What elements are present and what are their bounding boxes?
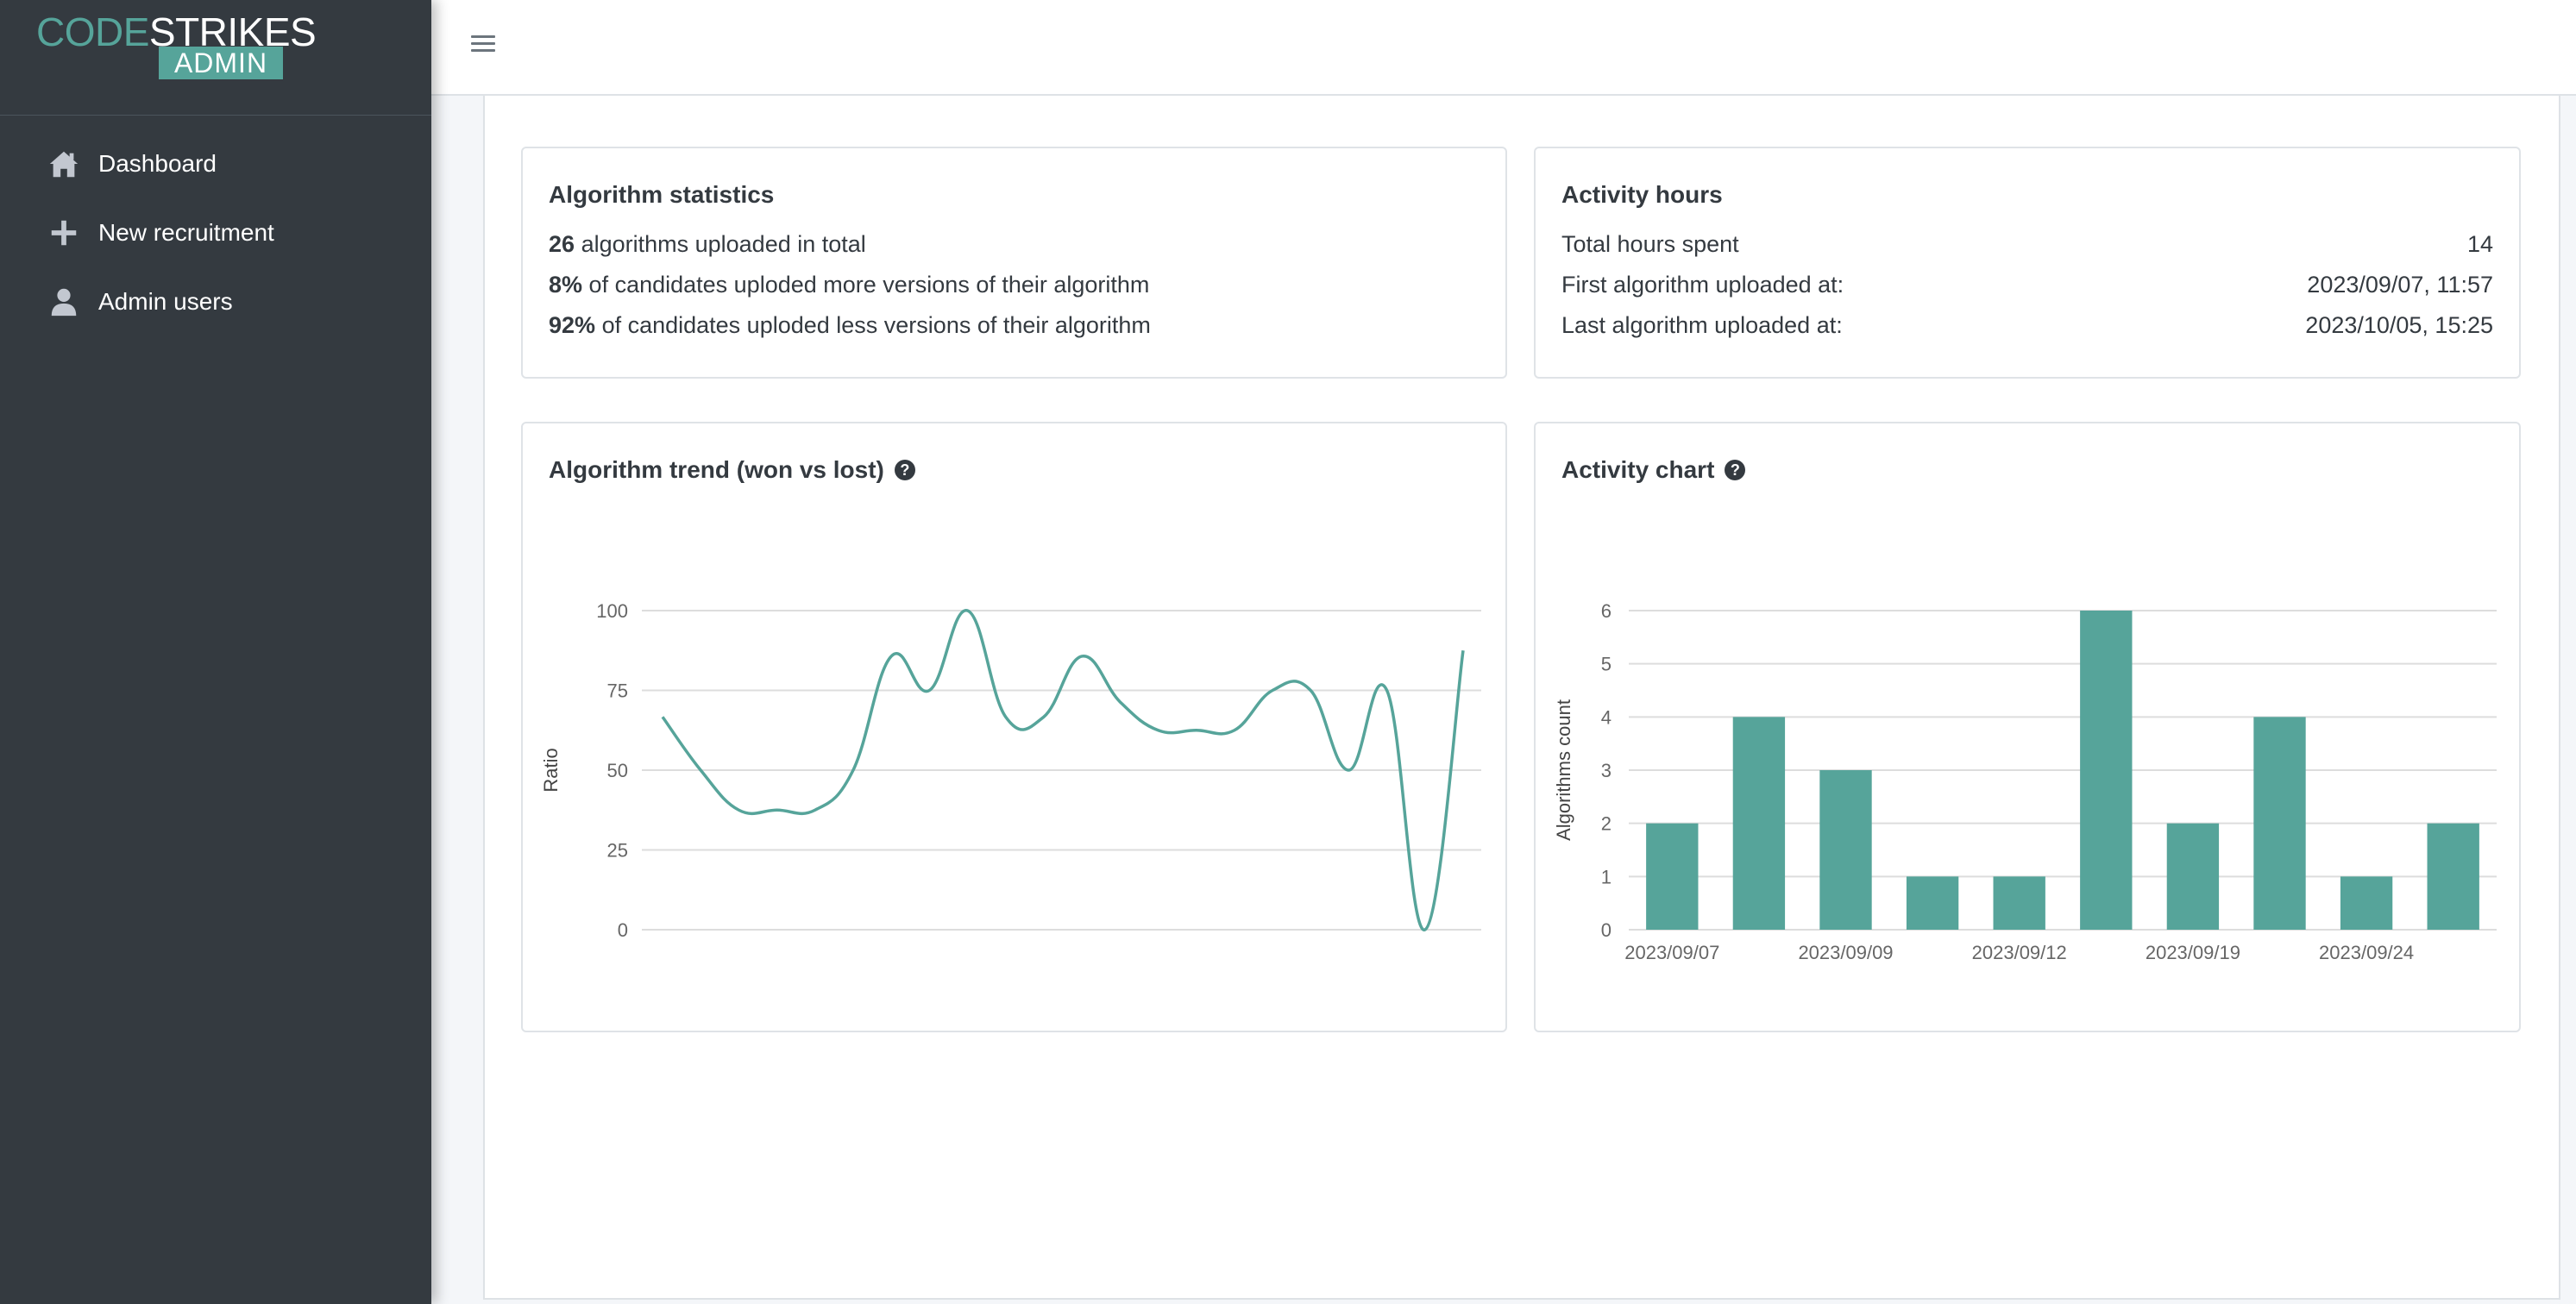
y-axis-label: Algorithms count (1553, 699, 1574, 841)
sidebar-item-dashboard[interactable]: Dashboard (0, 129, 431, 198)
stat-value: 92% (549, 312, 596, 338)
algorithm-statistics-card: Algorithm statistics 26 algorithms uploa… (521, 147, 1507, 379)
brand-strikes: STRIKES (148, 9, 317, 54)
total-hours-row: Total hours spent 14 (1561, 231, 2493, 258)
trend-line-chart: 0 25 50 75 100 Ratio (540, 600, 1481, 941)
brand-code: CODE (36, 9, 149, 54)
y-tick-label: 50 (607, 760, 628, 781)
row-value: 14 (2466, 231, 2493, 257)
y-tick-label: 100 (596, 600, 628, 622)
bar (2253, 717, 2306, 930)
sidebar-item-label: Dashboard (98, 150, 217, 177)
more-versions-stat: 8% of candidates uploded more versions o… (549, 272, 1149, 298)
activity-chart-card: Activity chart ? 0 1 2 3 4 5 6 Algorithms count… (1534, 422, 2521, 1032)
row-value: 2023/09/07, 11:57 (2307, 272, 2493, 298)
bar (1906, 876, 1959, 930)
bar (2427, 823, 2479, 930)
first-upload-row: First algorithm uploaded at: 2023/09/07,… (1561, 272, 2493, 298)
y-tick-label: 2 (1601, 813, 1612, 835)
bar (2080, 611, 2133, 930)
bar (2166, 823, 2220, 930)
y-tick-label: 5 (1601, 654, 1612, 675)
stat-value: 26 (549, 231, 575, 257)
stat-value: 8% (549, 272, 583, 298)
bar (1646, 823, 1699, 930)
y-tick-label: 4 (1601, 706, 1612, 728)
y-tick-label: 75 (607, 680, 628, 702)
card-title: Algorithm trend (won vs lost) ? (549, 456, 915, 484)
card-title: Algorithm statistics (549, 181, 775, 208)
help-icon[interactable]: ? (1725, 460, 1746, 480)
hamburger-icon[interactable] (471, 31, 495, 55)
activity-bar-chart: 0 1 2 3 4 5 6 Algorithms count 2023/09/07 2023/09… (1553, 600, 2497, 963)
activity-hours-card: Activity hours Total hours spent 14 Firs… (1534, 147, 2521, 379)
brand-wordmark: CODESTRIKES (36, 9, 317, 54)
row-value: 2023/10/05, 15:25 (2305, 312, 2493, 338)
sidebar-item-label: New recruitment (98, 219, 274, 246)
help-icon[interactable]: ? (894, 460, 915, 480)
y-tick-label: 1 (1601, 866, 1612, 887)
total-algorithms-stat: 26 algorithms uploaded in total (549, 231, 866, 258)
sidebar-nav: Dashboard New recruitment Admin users (0, 129, 431, 336)
y-axis-label: Ratio (540, 748, 562, 792)
y-tick-label: 0 (1601, 919, 1612, 941)
x-tick-label: 2023/09/09 (1798, 942, 1893, 963)
less-versions-stat: 92% of candidates uploded less versions … (549, 312, 1151, 339)
x-tick-label: 2023/09/24 (2319, 942, 2414, 963)
y-tick-label: 3 (1601, 760, 1612, 781)
x-tick-label: 2023/09/12 (1972, 942, 2067, 963)
brand-logo[interactable]: CODESTRIKES ADMIN (0, 0, 431, 116)
algorithm-trend-card: Algorithm trend (won vs lost) ? 0 25 50 75 1… (521, 422, 1507, 1032)
row-label: Total hours spent (1561, 231, 1739, 257)
chart-title: Activity chart (1561, 456, 1715, 483)
stat-text: of candidates uploded more versions of t… (588, 272, 1150, 298)
sidebar: CODESTRIKES ADMIN Dashboard New recruitm… (0, 0, 431, 1304)
stat-text: of candidates uploded less versions of t… (601, 312, 1151, 338)
row-label: Last algorithm uploaded at: (1561, 312, 1843, 338)
sidebar-item-admin-users[interactable]: Admin users (0, 267, 431, 336)
row-label: First algorithm uploaded at: (1561, 272, 1844, 298)
stat-text: algorithms uploaded in total (581, 231, 866, 257)
sidebar-item-label: Admin users (98, 288, 233, 315)
card-title: Activity hours (1561, 181, 1723, 208)
y-tick-label: 0 (618, 919, 628, 941)
top-navbar (431, 0, 2576, 96)
sidebar-item-new-recruitment[interactable]: New recruitment (0, 198, 431, 267)
user-icon (47, 285, 81, 319)
y-tick-label: 6 (1601, 600, 1612, 622)
x-tick-label: 2023/09/19 (2146, 942, 2240, 963)
brand-admin-badge: ADMIN (159, 47, 283, 79)
bar (1732, 717, 1786, 930)
card-title: Activity chart ? (1561, 456, 1746, 484)
plus-icon (47, 216, 81, 250)
bar (1819, 770, 1872, 930)
chart-title: Algorithm trend (won vs lost) (549, 456, 884, 483)
series-line (661, 609, 1465, 931)
bar (1993, 876, 2045, 930)
y-tick-label: 25 (607, 840, 628, 862)
last-upload-row: Last algorithm uploaded at: 2023/10/05, … (1561, 312, 2493, 339)
bar (2340, 876, 2393, 930)
home-icon (47, 147, 81, 181)
main-content: Algorithm statistics 26 algorithms uploa… (483, 96, 2560, 1300)
x-tick-label: 2023/09/07 (1624, 942, 1719, 963)
